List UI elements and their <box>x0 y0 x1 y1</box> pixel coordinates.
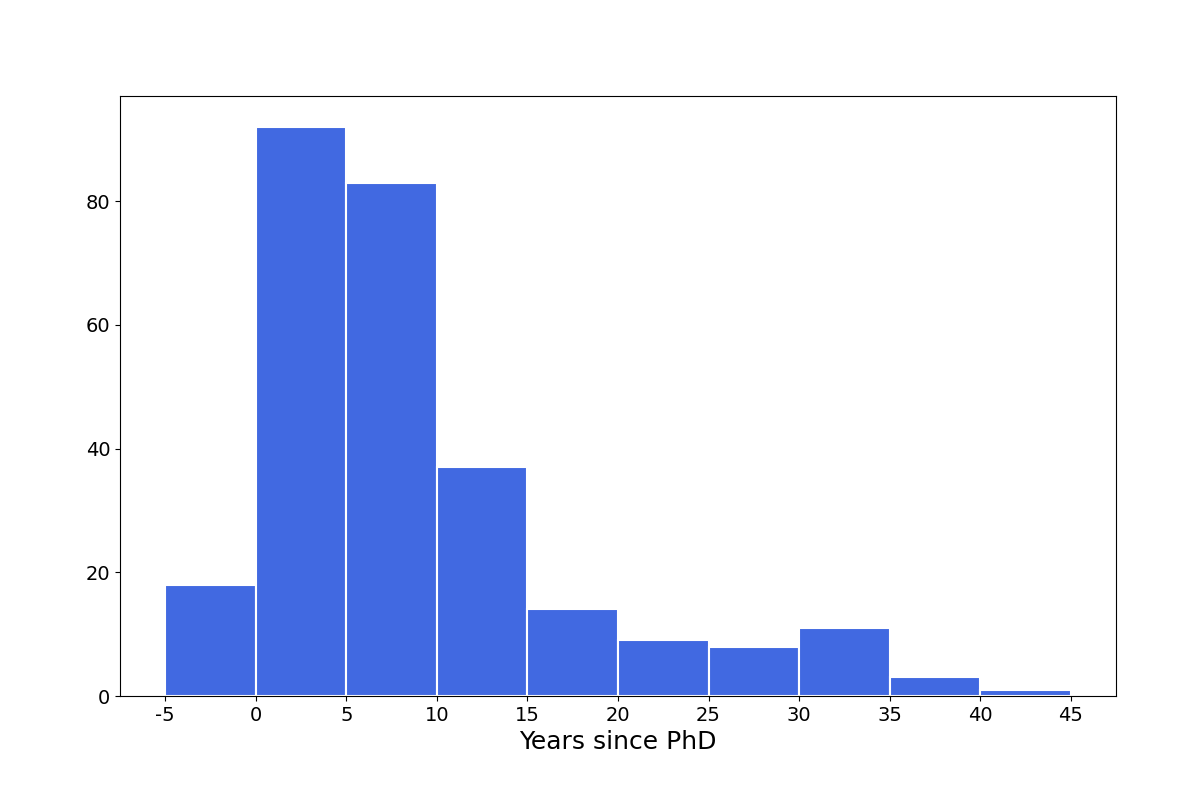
Bar <box>437 467 528 696</box>
Bar <box>347 182 437 696</box>
Bar <box>980 690 1070 696</box>
Bar <box>618 640 708 696</box>
Bar <box>889 678 980 696</box>
Bar <box>799 628 889 696</box>
X-axis label: Years since PhD: Years since PhD <box>520 730 716 754</box>
Bar <box>256 127 347 696</box>
Bar <box>166 585 256 696</box>
Bar <box>708 646 799 696</box>
Bar <box>528 610 618 696</box>
